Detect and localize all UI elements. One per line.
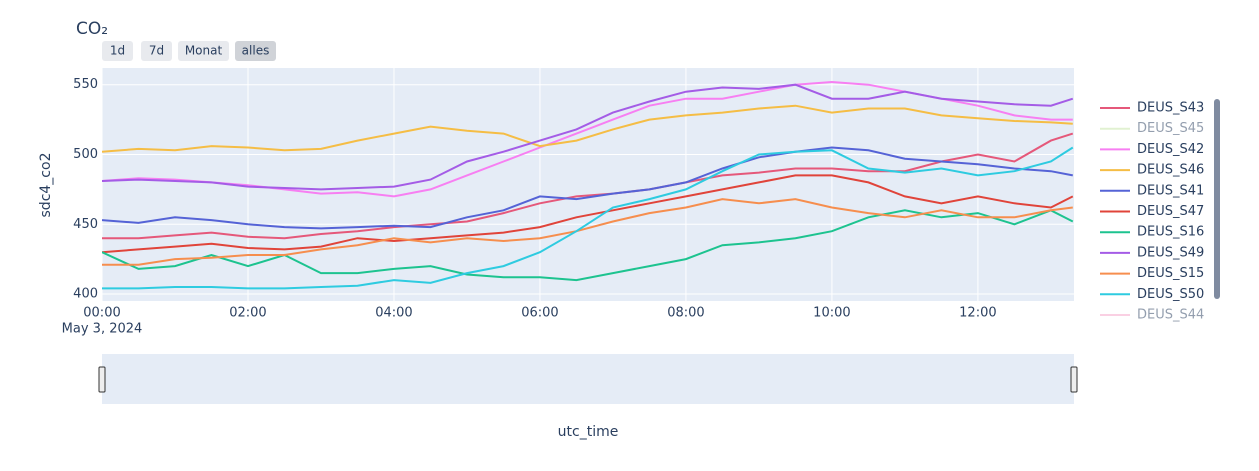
y-axis-title: sdc4_co2: [38, 153, 54, 218]
range-button[interactable]: 7d: [141, 41, 172, 61]
legend-label: DEUS_S41: [1137, 183, 1204, 198]
legend-label: DEUS_S43: [1137, 101, 1204, 116]
chart-title: CO₂: [76, 19, 108, 39]
range-button[interactable]: 1d: [102, 41, 133, 61]
button-bg: [141, 41, 172, 61]
range-button[interactable]: Monat: [178, 41, 229, 61]
legend-scrollbar[interactable]: [1214, 99, 1220, 299]
legend-label: DEUS_S45: [1137, 121, 1204, 136]
series-line: [102, 83, 1074, 191]
legend-item[interactable]: DEUS_S43: [1100, 101, 1204, 116]
legend-item[interactable]: DEUS_S47: [1100, 204, 1204, 219]
x-tick-label: 12:00: [959, 306, 996, 321]
date-label: May 3, 2024: [62, 322, 143, 337]
series-line: [102, 174, 1074, 254]
legend-label: DEUS_S44: [1137, 308, 1204, 323]
series-line: [102, 146, 1074, 290]
legend-item[interactable]: DEUS_S15: [1100, 266, 1204, 281]
button-label: 7d: [149, 44, 164, 58]
legend-label: DEUS_S50: [1137, 287, 1204, 302]
legend-label: DEUS_S49: [1137, 245, 1204, 260]
y-tick-label: 450: [73, 217, 98, 232]
x-axis-title: utc_time: [558, 424, 619, 440]
button-bg: [102, 41, 133, 61]
legend-item[interactable]: DEUS_S16: [1100, 225, 1204, 240]
series-line: [102, 104, 1073, 153]
series-line: [102, 146, 1073, 230]
button-label: Monat: [185, 44, 223, 58]
button-bg: [235, 41, 276, 61]
y-tick-label: 400: [73, 287, 98, 302]
x-tick-label: 04:00: [375, 306, 412, 321]
legend-label: DEUS_S16: [1137, 225, 1204, 240]
series-line: [102, 198, 1073, 266]
legend-label: DEUS_S15: [1137, 266, 1204, 281]
x-tick-label: 02:00: [229, 306, 266, 321]
slider-handle[interactable]: [1070, 366, 1078, 393]
y-tick-label: 500: [73, 147, 98, 162]
range-button[interactable]: alles: [235, 41, 276, 61]
button-label: 1d: [110, 44, 125, 58]
legend-item[interactable]: DEUS_S42: [1100, 142, 1204, 157]
button-bg: [178, 41, 229, 61]
legend-item[interactable]: DEUS_S50: [1100, 287, 1204, 302]
legend-item[interactable]: DEUS_S44: [1100, 308, 1204, 323]
y-tick-label: 550: [73, 77, 98, 92]
range-slider[interactable]: [102, 354, 1074, 404]
legend-label: DEUS_S42: [1137, 142, 1204, 157]
x-tick-label: 00:00: [83, 306, 120, 321]
series-line: [102, 132, 1074, 240]
legend-label: DEUS_S46: [1137, 163, 1204, 178]
legend-label: DEUS_S47: [1137, 204, 1204, 219]
legend-item[interactable]: DEUS_S49: [1100, 245, 1204, 260]
x-tick-label: 08:00: [667, 306, 704, 321]
button-label: alles: [242, 44, 270, 58]
legend-item[interactable]: DEUS_S41: [1100, 183, 1204, 198]
slider-handle[interactable]: [98, 366, 106, 393]
x-tick-label: 06:00: [521, 306, 558, 321]
x-tick-label: 10:00: [813, 306, 850, 321]
legend-item[interactable]: DEUS_S45: [1100, 121, 1204, 136]
legend-item[interactable]: DEUS_S46: [1100, 163, 1204, 178]
